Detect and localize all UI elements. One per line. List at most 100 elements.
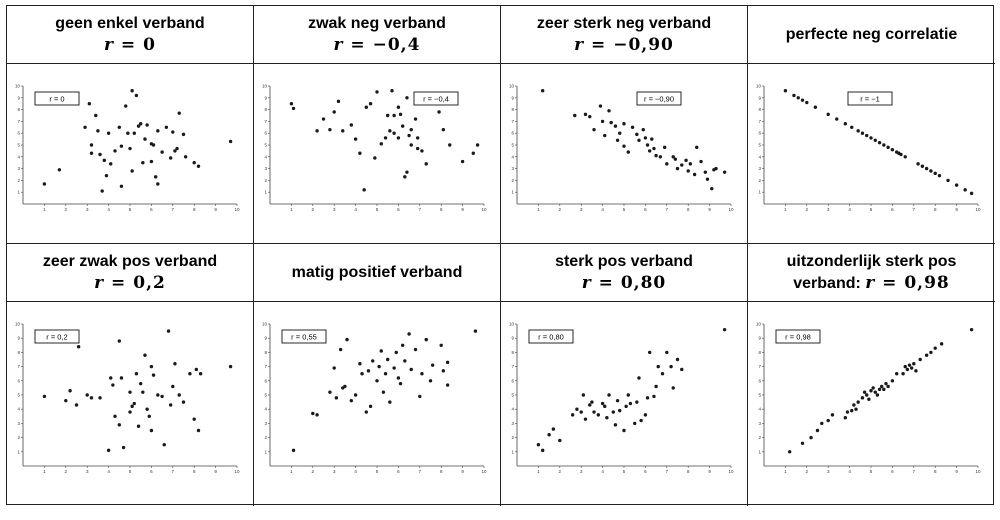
data-point	[596, 413, 601, 417]
data-point	[332, 366, 336, 370]
data-point	[622, 122, 626, 126]
data-point	[641, 127, 645, 132]
data-point	[448, 143, 452, 147]
data-point	[106, 448, 111, 453]
data-point	[128, 410, 132, 414]
data-point	[358, 362, 362, 366]
data-point	[409, 143, 413, 147]
y-tick-label: 7	[511, 364, 514, 369]
data-point	[379, 349, 383, 353]
data-point	[228, 364, 233, 369]
data-point	[445, 360, 450, 365]
panel-2-plot: 1 2 3 4 5 6 7 8 9 10 1 2 3 4 5 6 7 8 9 10 r = −0,4	[254, 64, 501, 244]
panel-8-formula-value: 0,98	[904, 272, 950, 293]
data-point	[364, 410, 368, 414]
y-tick-label: 5	[758, 143, 761, 148]
y-tick-label: 8	[511, 350, 514, 355]
data-point	[68, 389, 72, 393]
data-point	[583, 417, 588, 421]
data-point	[903, 364, 907, 369]
panel-1-formula-value: 0	[143, 34, 156, 55]
data-point	[675, 357, 680, 362]
data-point	[117, 423, 122, 427]
data-point	[98, 152, 102, 157]
data-point	[581, 393, 586, 397]
data-point	[381, 390, 386, 394]
data-point	[603, 404, 607, 409]
data-point	[149, 364, 154, 369]
x-tick-label: 10	[481, 207, 487, 212]
data-point	[371, 359, 375, 363]
x-tick-label: 3	[827, 469, 830, 474]
data-point	[924, 353, 929, 357]
data-point	[394, 350, 398, 355]
data-point	[390, 89, 394, 93]
data-point	[173, 362, 177, 366]
data-point	[156, 129, 160, 133]
data-point	[592, 127, 596, 132]
x-tick-label: 4	[848, 207, 851, 212]
data-point	[437, 110, 441, 114]
y-tick-label: 3	[17, 166, 20, 171]
data-point	[149, 428, 154, 433]
data-point	[705, 177, 710, 181]
panel-8-title: uitzonderlijk sterk pos	[786, 252, 957, 270]
data-point	[166, 329, 171, 333]
data-point	[680, 163, 684, 167]
x-tick-label: 9	[955, 207, 958, 212]
y-tick-label: 6	[17, 378, 20, 383]
panel-1-header: geen enkel verband r = 0	[7, 6, 254, 64]
data-point	[792, 93, 796, 98]
data-point	[684, 158, 688, 163]
data-point	[933, 346, 937, 350]
y-tick-label: 2	[17, 435, 20, 440]
panel-2-title: zwak neg verband	[308, 14, 446, 32]
data-point	[856, 129, 860, 133]
data-point	[128, 390, 132, 394]
data-point	[558, 438, 562, 443]
data-point	[890, 379, 895, 383]
panel-8-title-line2: verband: r = 0,98	[793, 272, 950, 294]
data-point	[368, 404, 373, 409]
y-tick-label: 6	[758, 131, 761, 136]
data-point	[291, 106, 296, 111]
data-point	[126, 131, 130, 135]
data-point	[473, 329, 478, 333]
data-point	[149, 159, 154, 164]
data-point	[695, 145, 699, 150]
data-point	[96, 129, 100, 133]
y-tick-label: 4	[758, 154, 761, 159]
y-tick-label: 8	[758, 350, 761, 355]
x-tick-label: 2	[559, 207, 562, 212]
data-point	[328, 127, 332, 132]
y-tick-label: 5	[264, 143, 267, 148]
data-point	[588, 114, 592, 119]
y-tick-label: 6	[17, 131, 20, 136]
x-tick-label: 4	[848, 469, 851, 474]
data-point	[843, 122, 848, 126]
x-tick-label: 10	[234, 207, 240, 212]
x-tick-label: 6	[397, 469, 400, 474]
data-point	[160, 150, 164, 154]
data-point	[886, 384, 890, 389]
data-point	[143, 137, 147, 141]
x-tick-label: 6	[644, 469, 647, 474]
data-point	[886, 145, 890, 150]
data-point	[173, 149, 177, 153]
x-tick-label: 1	[43, 207, 46, 212]
x-tick-label: 7	[913, 469, 916, 474]
data-point	[420, 372, 424, 376]
data-point	[607, 393, 611, 397]
x-tick-label: 9	[214, 469, 217, 474]
data-point	[341, 129, 345, 133]
data-point	[104, 173, 109, 178]
data-point	[386, 357, 390, 362]
x-tick-label: 2	[312, 469, 315, 474]
data-point	[613, 124, 618, 128]
x-tick-label: 3	[580, 207, 583, 212]
x-tick-label: 2	[559, 469, 562, 474]
data-point	[407, 133, 411, 138]
correlation-grid: geen enkel verband r = 0 zwak neg verban…	[6, 5, 995, 506]
data-point	[396, 136, 401, 140]
panel-3-formula: r = −0,90	[574, 34, 674, 55]
